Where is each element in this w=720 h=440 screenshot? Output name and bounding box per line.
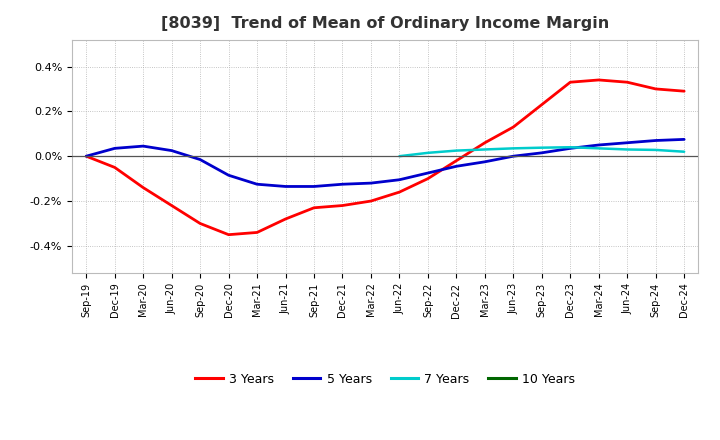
3 Years (595, 77, 603, 83)
7 Years (423, 150, 432, 155)
3 Years (82, 154, 91, 159)
3 Years (623, 80, 631, 85)
Line: 7 Years: 7 Years (400, 147, 684, 156)
5 Years (196, 157, 204, 162)
3 Years (310, 205, 318, 210)
3 Years (253, 230, 261, 235)
5 Years (82, 154, 91, 159)
Line: 5 Years: 5 Years (86, 139, 684, 187)
3 Years (338, 203, 347, 208)
5 Years (366, 180, 375, 186)
3 Years (537, 102, 546, 107)
7 Years (452, 148, 461, 153)
3 Years (282, 216, 290, 222)
7 Years (652, 147, 660, 153)
3 Years (395, 190, 404, 195)
7 Years (537, 145, 546, 150)
7 Years (680, 149, 688, 154)
7 Years (566, 145, 575, 150)
5 Years (338, 182, 347, 187)
5 Years (110, 146, 119, 151)
5 Years (623, 140, 631, 145)
7 Years (595, 146, 603, 151)
3 Years (423, 176, 432, 181)
3 Years (509, 125, 518, 130)
3 Years (225, 232, 233, 237)
5 Years (225, 172, 233, 178)
5 Years (310, 184, 318, 189)
5 Years (282, 184, 290, 189)
5 Years (423, 170, 432, 176)
3 Years (452, 158, 461, 163)
3 Years (139, 185, 148, 190)
5 Years (395, 177, 404, 183)
5 Years (566, 146, 575, 151)
5 Years (452, 164, 461, 169)
3 Years (167, 203, 176, 208)
5 Years (253, 182, 261, 187)
5 Years (680, 137, 688, 142)
5 Years (652, 138, 660, 143)
3 Years (566, 80, 575, 85)
7 Years (509, 146, 518, 151)
3 Years (480, 140, 489, 145)
Legend: 3 Years, 5 Years, 7 Years, 10 Years: 3 Years, 5 Years, 7 Years, 10 Years (191, 368, 580, 391)
3 Years (366, 198, 375, 204)
5 Years (139, 143, 148, 149)
3 Years (196, 221, 204, 226)
3 Years (110, 165, 119, 170)
3 Years (680, 88, 688, 94)
5 Years (595, 143, 603, 148)
7 Years (623, 147, 631, 152)
5 Years (480, 159, 489, 165)
7 Years (395, 154, 404, 159)
7 Years (480, 147, 489, 152)
3 Years (652, 86, 660, 92)
Title: [8039]  Trend of Mean of Ordinary Income Margin: [8039] Trend of Mean of Ordinary Income … (161, 16, 609, 32)
5 Years (509, 154, 518, 159)
5 Years (167, 148, 176, 153)
Line: 3 Years: 3 Years (86, 80, 684, 235)
5 Years (537, 150, 546, 155)
